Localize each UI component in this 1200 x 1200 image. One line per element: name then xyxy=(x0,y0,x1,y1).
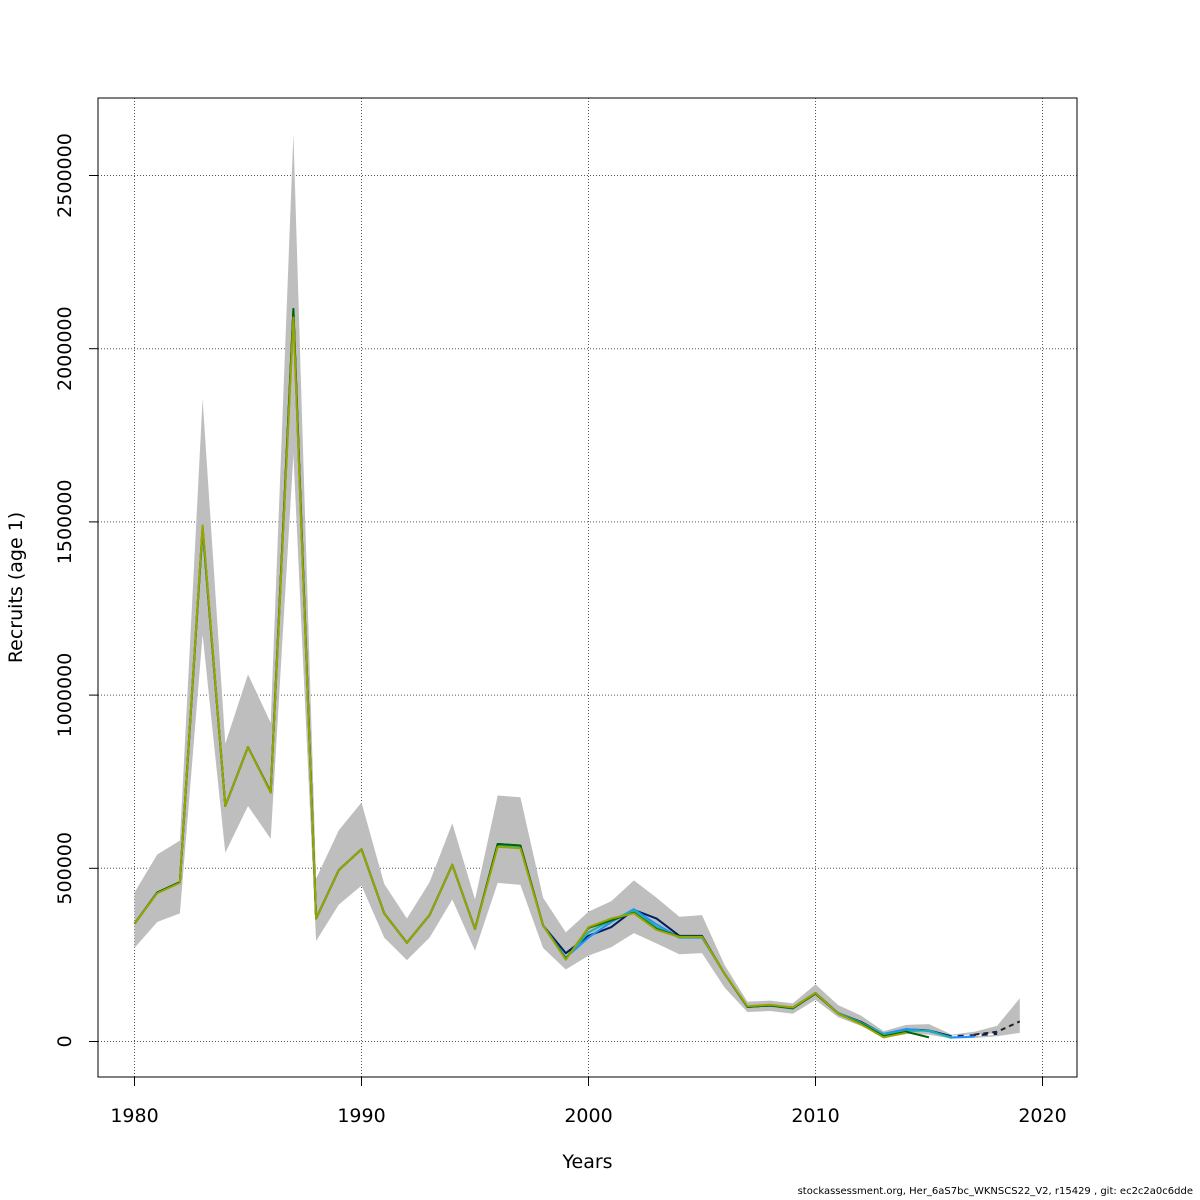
x-axis-title: Years xyxy=(561,1151,612,1173)
series-line-1 xyxy=(133,309,998,1038)
y-tick-label: 2000000 xyxy=(54,306,76,391)
series-line-7 xyxy=(133,316,907,1039)
footer-credit: stockassessment.org, Her_6aS7bc_WKNSCS22… xyxy=(798,1186,1193,1197)
y-tick-label: 1000000 xyxy=(54,653,76,738)
series-line-2 xyxy=(951,1032,998,1038)
series-line-3 xyxy=(974,1020,1021,1036)
y-axis: 0 500000 1000000 1500000 2000000 2500000 xyxy=(54,133,99,1048)
y-tick-label: 500000 xyxy=(54,832,76,905)
series-layer xyxy=(133,307,1021,1039)
x-axis: 1980 1990 2000 2010 2020 xyxy=(110,1076,1067,1127)
x-tick-label: 2010 xyxy=(791,1105,839,1127)
y-axis-title: Recruits (age 1) xyxy=(5,512,27,663)
series-line-6 xyxy=(133,307,930,1039)
x-tick-label: 1990 xyxy=(337,1105,385,1127)
grid-lines xyxy=(98,98,1077,1077)
y-tick-label: 2500000 xyxy=(54,133,76,218)
x-tick-label: 2020 xyxy=(1018,1105,1066,1127)
x-tick-label: 2000 xyxy=(564,1105,612,1127)
x-tick-label: 1980 xyxy=(110,1105,158,1127)
y-tick-label: 0 xyxy=(54,1035,76,1047)
confidence-band xyxy=(134,133,1020,1039)
y-tick-label: 1500000 xyxy=(54,480,76,565)
